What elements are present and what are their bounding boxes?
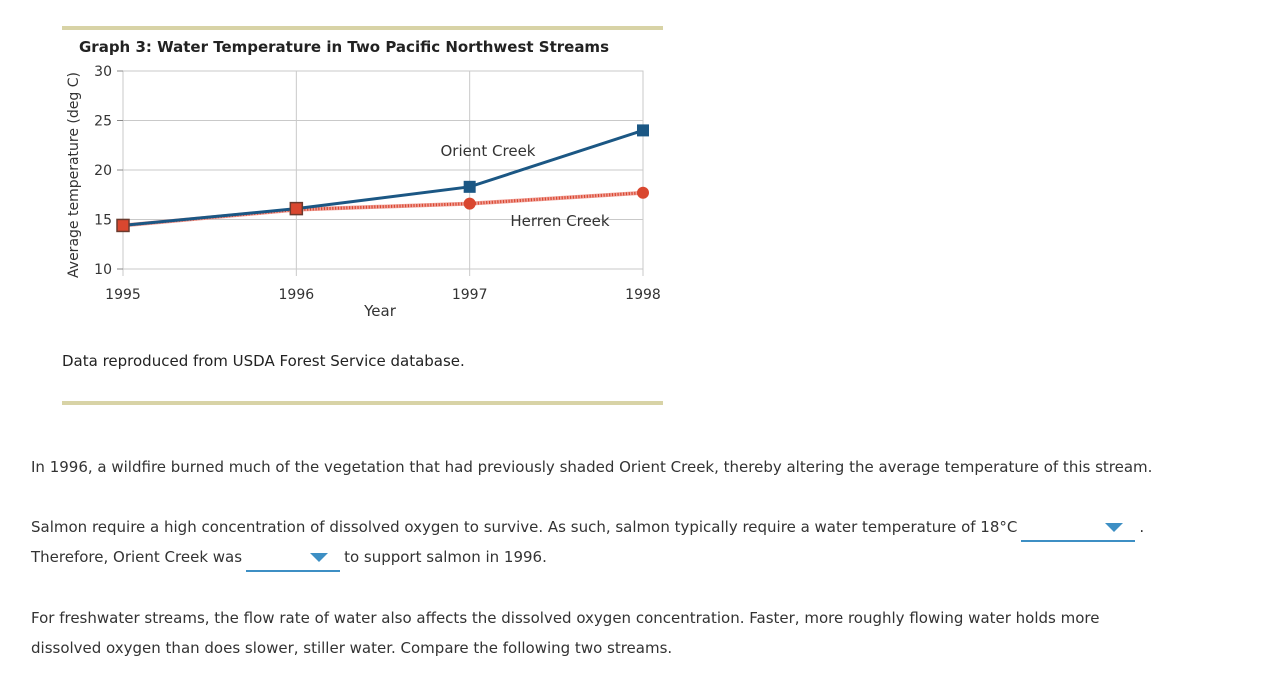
y-tick-label: 25 [94, 114, 112, 130]
temperature-dropdown[interactable] [1021, 516, 1136, 542]
orient-creek-point-1996 [289, 201, 304, 216]
figure-top-rule [62, 26, 663, 30]
figure-bottom-rule [62, 401, 663, 405]
salmon-question-text-2: Therefore, Orient Creek was [31, 548, 243, 566]
herren-creek-point-1998 [637, 186, 649, 199]
x-tick-label: 1996 [279, 287, 315, 303]
flow-rate-paragraph: For freshwater streams, the flow rate of… [31, 603, 1100, 663]
herren-creek-label: Herren Creek [510, 212, 610, 230]
chart-gridlines [122, 70, 644, 276]
x-tick-label: 1998 [625, 287, 661, 303]
water-temperature-chart: Graph 3: Water Temperature in Two Pacifi… [66, 38, 661, 320]
chevron-down-icon[interactable] [310, 553, 329, 562]
x-tick-label: 1997 [452, 287, 488, 303]
orient-creek-point-1995 [116, 218, 130, 233]
orient-creek-label: Orient Creek [441, 142, 536, 160]
herren-creek-point-1997 [463, 197, 476, 210]
orient-creek-line [122, 128, 644, 227]
flow-rate-line-1: For freshwater streams, the flow rate of… [31, 609, 1100, 627]
wildfire-paragraph: In 1996, a wildfire burned much of the v… [31, 458, 1153, 476]
flow-rate-line-2: dissolved oxygen than does slower, still… [31, 639, 673, 657]
chart-caption: Data reproduced from USDA Forest Service… [62, 352, 465, 370]
y-tick-label: 15 [94, 213, 112, 229]
suitability-dropdown[interactable] [246, 546, 341, 572]
y-axis-label: Average temperature (deg C) [66, 72, 82, 278]
y-axis-ticks: 10 15 20 25 30 [94, 64, 123, 278]
salmon-question-text-1: Salmon require a high concentration of d… [31, 518, 1018, 536]
salmon-question-text-3: to support salmon in 1996. [344, 548, 547, 566]
x-axis-label: Year [363, 302, 397, 320]
salmon-question-period: . [1139, 518, 1145, 536]
salmon-question-line-2: Therefore, Orient Creek was to support sa… [31, 542, 1144, 572]
x-axis-ticks: 1995 1996 1997 1998 [105, 287, 661, 303]
salmon-question-line-1: Salmon require a high concentration of d… [31, 512, 1144, 542]
orient-creek-point-1998 [637, 124, 649, 137]
salmon-question: Salmon require a high concentration of d… [31, 512, 1144, 572]
chart-series [116, 124, 649, 233]
y-tick-label: 20 [94, 163, 112, 179]
x-tick-label: 1995 [105, 287, 141, 303]
chart-title: Graph 3: Water Temperature in Two Pacifi… [79, 38, 609, 56]
orient-creek-point-1997 [463, 180, 476, 193]
chevron-down-icon[interactable] [1105, 523, 1124, 532]
y-tick-label: 30 [94, 64, 112, 80]
y-tick-label: 10 [94, 262, 112, 278]
